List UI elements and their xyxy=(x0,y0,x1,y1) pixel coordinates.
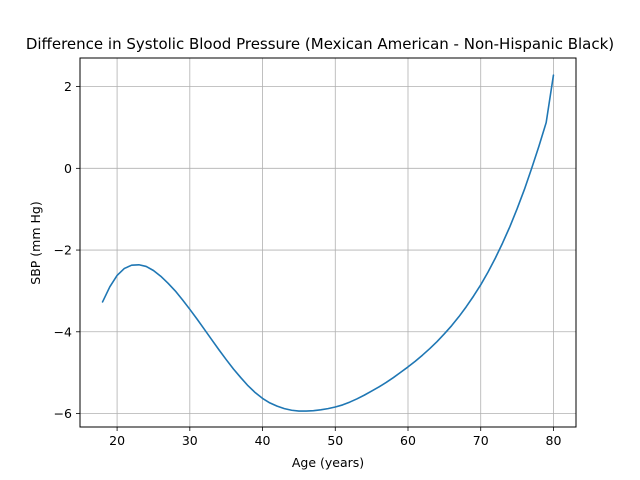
x-tick-label: 20 xyxy=(109,433,125,448)
x-tick-label: 60 xyxy=(400,433,416,448)
series-layer xyxy=(101,74,555,412)
x-tick-label: 50 xyxy=(327,433,343,448)
plot-frame xyxy=(79,57,577,428)
chart-title: Difference in Systolic Blood Pressure (M… xyxy=(26,35,614,53)
y-tick-label: 2 xyxy=(64,79,72,94)
series-line xyxy=(101,74,555,412)
x-tick-label: 80 xyxy=(546,433,562,448)
y-tick-label: −6 xyxy=(54,406,72,421)
x-tick-label: 70 xyxy=(473,433,489,448)
grid xyxy=(80,58,576,427)
ticks: 20 30 40 50 60 70 80 −6 −4 −2 0 2 xyxy=(54,79,562,448)
x-tick-label: 40 xyxy=(255,433,271,448)
y-tick-label: −2 xyxy=(54,243,72,258)
y-tick-label: −4 xyxy=(54,324,72,339)
x-axis-title: Age (years) xyxy=(292,455,364,470)
y-tick-label: 0 xyxy=(64,161,72,176)
y-axis-title: SBP (mm Hg) xyxy=(28,201,43,284)
x-tick-label: 30 xyxy=(182,433,198,448)
